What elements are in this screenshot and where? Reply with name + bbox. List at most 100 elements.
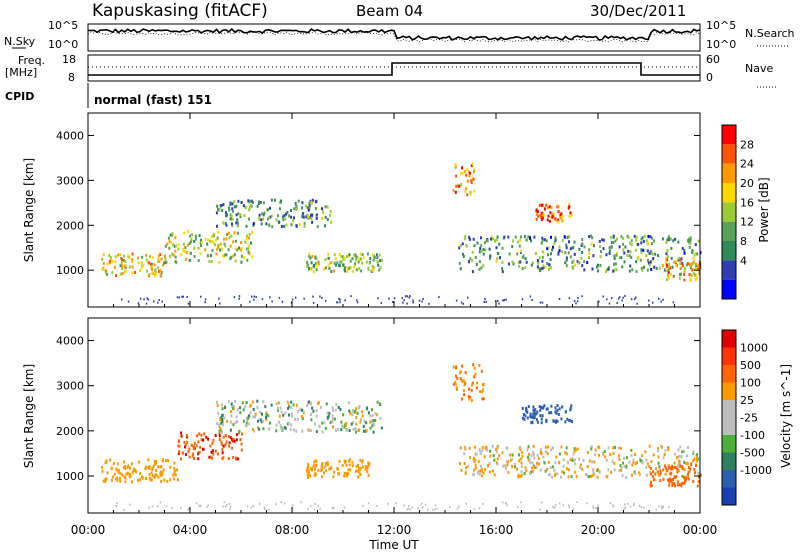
echo-cell bbox=[637, 255, 640, 259]
cpid-text: normal (fast) 151 bbox=[94, 93, 212, 107]
echo-cell bbox=[403, 299, 405, 302]
echo-cell bbox=[602, 453, 605, 457]
echo-cell bbox=[352, 269, 355, 273]
echo-cell bbox=[269, 421, 271, 425]
echo-cell bbox=[245, 224, 248, 228]
echo-cell bbox=[268, 216, 271, 219]
echo-cell bbox=[326, 218, 329, 222]
x-tick-label: 04:00 bbox=[173, 523, 208, 537]
echo-cell bbox=[241, 432, 243, 436]
echo-cell bbox=[648, 444, 651, 448]
echo-cell bbox=[496, 457, 499, 461]
colorbar-tick-label: 12 bbox=[740, 216, 754, 229]
echo-cell bbox=[314, 262, 317, 266]
echo-cell bbox=[621, 299, 623, 302]
echo-cell bbox=[234, 399, 237, 403]
echo-cell bbox=[309, 412, 312, 416]
echo-cell bbox=[350, 295, 352, 298]
echo-cell bbox=[207, 504, 210, 507]
echo-cell bbox=[229, 508, 231, 510]
echo-cell bbox=[544, 445, 547, 449]
echo-cell bbox=[264, 508, 266, 511]
echo-cell bbox=[181, 295, 183, 298]
echo-cell bbox=[225, 253, 228, 257]
echo-cell bbox=[242, 204, 245, 208]
echo-cell bbox=[678, 256, 681, 260]
echo-cell bbox=[661, 507, 664, 510]
echo-cell bbox=[151, 268, 154, 271]
echo-cell bbox=[379, 259, 382, 263]
echo-cell bbox=[625, 476, 628, 479]
echo-cell bbox=[686, 454, 688, 458]
echo-cell bbox=[158, 259, 161, 263]
echo-cell bbox=[337, 263, 340, 267]
echo-cell bbox=[481, 448, 484, 452]
echo-cell bbox=[172, 253, 175, 257]
echo-cell bbox=[313, 464, 316, 468]
echo-cell bbox=[211, 248, 214, 252]
echo-cell bbox=[479, 247, 482, 250]
echo-cell bbox=[334, 257, 337, 261]
echo-cell bbox=[333, 470, 335, 474]
echo-cell bbox=[237, 212, 240, 216]
echo-cell bbox=[560, 217, 563, 221]
echo-cell bbox=[278, 420, 281, 424]
echo-cell bbox=[558, 298, 561, 300]
echo-cell bbox=[343, 423, 346, 427]
echo-cell bbox=[548, 219, 551, 223]
echo-cell bbox=[309, 256, 312, 260]
echo-cell bbox=[228, 444, 231, 448]
echo-cell bbox=[672, 478, 674, 481]
echo-cell bbox=[243, 214, 246, 218]
echo-cell bbox=[478, 472, 481, 476]
echo-cell bbox=[693, 467, 696, 471]
echo-cell bbox=[517, 240, 519, 244]
echo-cell bbox=[113, 265, 116, 269]
echo-cell bbox=[101, 257, 104, 261]
echo-cell bbox=[347, 267, 350, 270]
echo-cell bbox=[329, 213, 331, 217]
echo-cell bbox=[349, 259, 352, 263]
echo-cell bbox=[228, 208, 231, 212]
echo-cell bbox=[581, 295, 583, 298]
echo-cell bbox=[459, 462, 461, 466]
echo-cell bbox=[552, 419, 555, 423]
echo-cell bbox=[697, 263, 700, 267]
echo-cell bbox=[226, 419, 229, 423]
echo-cell bbox=[594, 448, 597, 452]
echo-cell bbox=[560, 445, 563, 449]
echo-cell bbox=[574, 470, 577, 474]
echo-cell bbox=[660, 505, 663, 508]
echo-cell bbox=[688, 246, 691, 249]
echo-cell bbox=[542, 405, 545, 409]
echo-cell bbox=[121, 298, 123, 301]
echo-cell bbox=[648, 299, 650, 302]
echo-cell bbox=[311, 468, 314, 472]
echo-cell bbox=[232, 456, 235, 459]
echo-cell bbox=[564, 451, 567, 455]
echo-cell bbox=[568, 418, 571, 422]
echo-cell bbox=[560, 475, 562, 479]
echo-cell bbox=[649, 483, 652, 487]
echo-cell bbox=[188, 507, 190, 510]
echo-cell bbox=[558, 461, 561, 464]
echo-cell bbox=[558, 245, 561, 249]
echo-cell bbox=[511, 465, 514, 469]
echo-cell bbox=[308, 252, 311, 256]
echo-cell bbox=[474, 458, 477, 462]
echo-cell bbox=[469, 237, 471, 241]
echo-cell bbox=[111, 259, 114, 263]
echo-cell bbox=[249, 403, 252, 407]
echo-cell bbox=[184, 246, 187, 249]
echo-cell bbox=[521, 407, 524, 410]
echo-cell bbox=[137, 261, 140, 265]
echo-cell bbox=[333, 269, 336, 273]
echo-cell bbox=[613, 461, 616, 465]
echo-cell bbox=[323, 466, 326, 470]
echo-cell bbox=[574, 448, 577, 452]
echo-cell bbox=[531, 299, 533, 301]
echo-cell bbox=[345, 421, 348, 425]
echo-cell bbox=[482, 252, 485, 256]
echo-cell bbox=[645, 458, 648, 462]
echo-cell bbox=[542, 214, 545, 218]
